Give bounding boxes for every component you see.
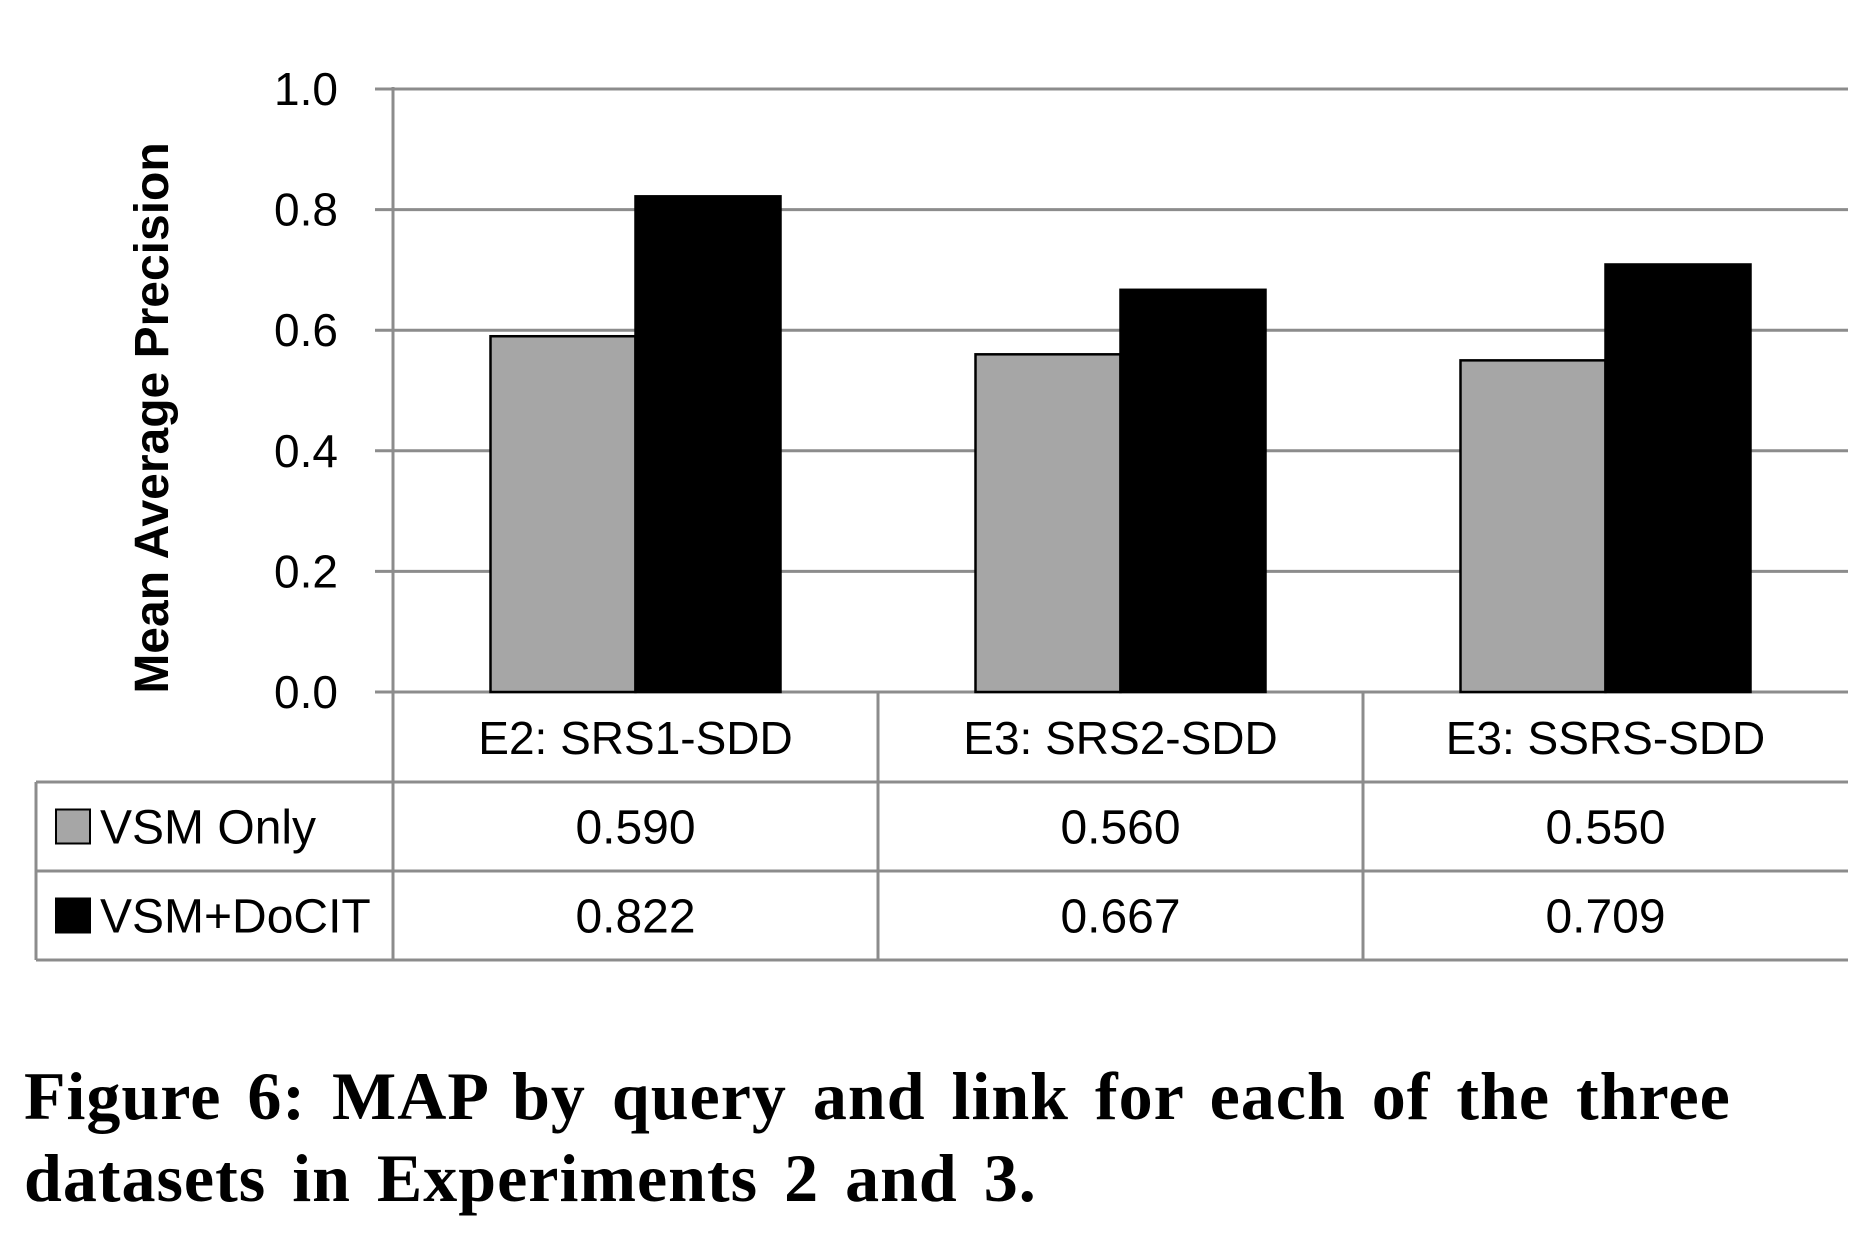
data-label: 0.709 <box>1545 891 1665 944</box>
bar-vsm-only <box>974 353 1122 694</box>
bar-vsm-docit <box>634 195 782 694</box>
category-label: E2: SRS1-SDD <box>478 712 792 764</box>
y-tick-label: 0.4 <box>274 425 338 477</box>
y-tick-label: 1.0 <box>274 63 338 115</box>
y-tick-label: 0.0 <box>274 666 338 718</box>
category-label: E3: SSRS-SDD <box>1446 712 1766 764</box>
data-label: 0.560 <box>1060 802 1180 855</box>
y-tick-label: 0.6 <box>274 304 338 356</box>
data-label: 0.550 <box>1545 802 1665 855</box>
bar-vsm-docit <box>1604 263 1752 694</box>
data-label: 0.822 <box>575 891 695 944</box>
legend-swatch <box>55 808 91 845</box>
y-tick-label: 0.2 <box>274 545 338 597</box>
data-table: E2: SRS1-SDD E3: SRS2-SDD E3: SSRS-SDD VSM … <box>34 692 1848 962</box>
legend-swatch <box>55 897 91 934</box>
y-tick-labels: 0.0 0.2 0.4 0.6 0.8 1.0 <box>274 63 338 718</box>
data-label: 0.590 <box>575 802 695 855</box>
bars <box>489 195 1752 694</box>
bar-vsm-only <box>1459 359 1607 694</box>
y-axis-label: Mean Average Precision <box>126 142 179 693</box>
category-label: E3: SRS2-SDD <box>963 712 1277 764</box>
bar-vsm-only <box>489 334 637 694</box>
y-tick-label: 0.8 <box>274 184 338 236</box>
bar-vsm-docit <box>1119 288 1267 694</box>
figure-caption: Figure 6: MAP by query and link for each… <box>24 1058 1731 1216</box>
data-label: 0.667 <box>1060 891 1180 944</box>
bar-chart: Mean Average Precision 0.0 0.2 0.4 0.6 0.8 1.… <box>34 63 1848 962</box>
legend-entry: VSM+DoCIT <box>100 891 371 944</box>
legend-entry: VSM Only <box>100 802 316 855</box>
